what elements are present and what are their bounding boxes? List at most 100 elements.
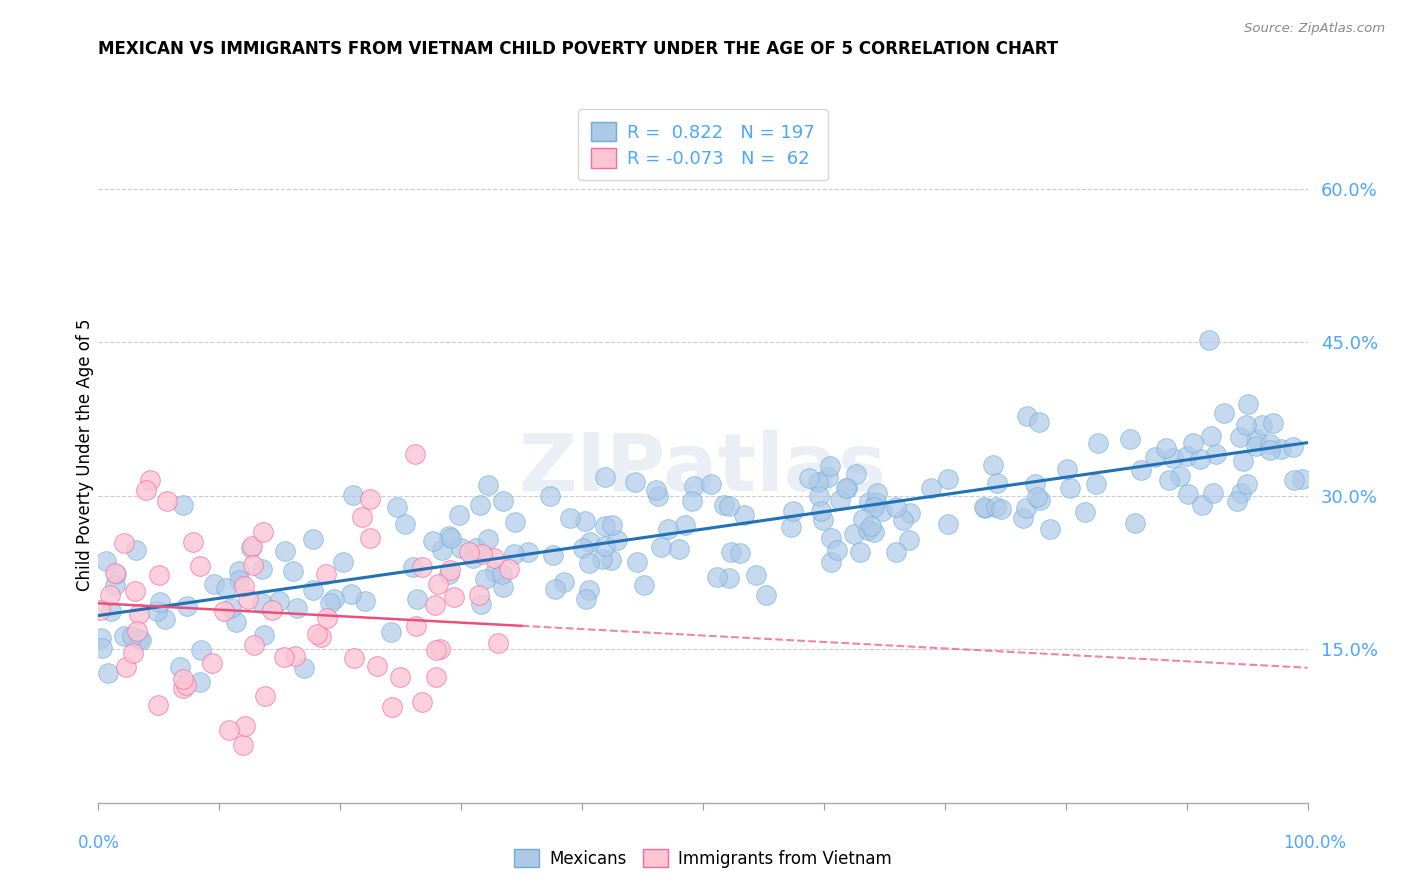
Point: [439, 567, 461, 582]
Point: [1015, 501, 1038, 516]
Point: [94, 554, 117, 568]
Point: [98, 587, 121, 601]
Point: [884, 545, 907, 559]
Point: [232, 739, 254, 753]
Point: [595, 519, 617, 533]
Point: [681, 494, 703, 508]
Point: [423, 599, 446, 613]
Point: [172, 681, 194, 695]
Point: [1024, 477, 1046, 491]
Point: [553, 574, 575, 589]
Point: [172, 672, 194, 686]
Point: [858, 494, 880, 508]
Point: [274, 544, 297, 558]
Point: [560, 511, 582, 525]
Point: [810, 504, 832, 518]
Point: [437, 528, 460, 542]
Point: [1258, 442, 1281, 457]
Point: [865, 494, 887, 508]
Point: [468, 498, 491, 512]
Point: [422, 533, 444, 548]
Point: [174, 678, 197, 692]
Point: [1282, 440, 1305, 454]
Point: [1212, 406, 1234, 420]
Point: [898, 506, 921, 520]
Point: [262, 602, 284, 616]
Point: [1017, 409, 1039, 423]
Point: [477, 478, 499, 492]
Point: [115, 660, 138, 674]
Point: [920, 481, 942, 495]
Point: [986, 475, 1008, 490]
Point: [973, 500, 995, 514]
Point: [706, 569, 728, 583]
Point: [380, 624, 402, 639]
Point: [818, 459, 841, 474]
Point: [250, 562, 273, 576]
Point: [284, 648, 307, 663]
Point: [253, 628, 276, 642]
Point: [176, 599, 198, 614]
Point: [1236, 397, 1258, 411]
Point: [891, 513, 914, 527]
Point: [1282, 473, 1305, 487]
Point: [541, 549, 564, 563]
Point: [1085, 476, 1108, 491]
Point: [1118, 433, 1140, 447]
Point: [859, 518, 882, 533]
Point: [426, 577, 449, 591]
Point: [517, 545, 540, 559]
Point: [1177, 487, 1199, 501]
Point: [1123, 516, 1146, 530]
Point: [447, 508, 470, 523]
Point: [212, 604, 235, 618]
Point: [825, 543, 848, 558]
Point: [1175, 449, 1198, 463]
Point: [273, 649, 295, 664]
Point: [863, 524, 886, 539]
Point: [1191, 499, 1213, 513]
Point: [339, 587, 361, 601]
Point: [425, 643, 447, 657]
Text: MEXICAN VS IMMIGRANTS FROM VIETNAM CHILD POVERTY UNDER THE AGE OF 5 CORRELATION : MEXICAN VS IMMIGRANTS FROM VIETNAM CHILD…: [98, 40, 1059, 58]
Point: [218, 723, 240, 738]
Point: [401, 560, 423, 574]
Point: [457, 545, 479, 559]
Point: [128, 607, 150, 621]
Point: [429, 642, 451, 657]
Point: [359, 492, 381, 507]
Text: 100.0%: 100.0%: [1284, 834, 1346, 852]
Point: [856, 523, 879, 537]
Point: [232, 579, 254, 593]
Point: [984, 500, 1007, 514]
Text: ZIPatlas: ZIPatlas: [519, 430, 887, 508]
Point: [717, 499, 740, 513]
Point: [733, 508, 755, 522]
Point: [385, 500, 408, 515]
Point: [405, 591, 427, 606]
Point: [1202, 485, 1225, 500]
Point: [450, 541, 472, 556]
Point: [779, 520, 801, 534]
Point: [149, 595, 172, 609]
Point: [1182, 436, 1205, 450]
Point: [465, 541, 488, 556]
Point: [1056, 462, 1078, 476]
Point: [683, 479, 706, 493]
Point: [1154, 441, 1177, 455]
Point: [1291, 472, 1313, 486]
Point: [936, 517, 959, 532]
Point: [411, 560, 433, 574]
Point: [169, 660, 191, 674]
Point: [343, 651, 366, 665]
Point: [624, 475, 647, 489]
Point: [600, 553, 623, 567]
Point: [1270, 442, 1292, 457]
Point: [1234, 418, 1257, 433]
Point: [315, 566, 337, 581]
Point: [650, 540, 672, 554]
Point: [359, 531, 381, 545]
Point: [1205, 447, 1227, 461]
Point: [820, 555, 842, 569]
Point: [172, 498, 194, 512]
